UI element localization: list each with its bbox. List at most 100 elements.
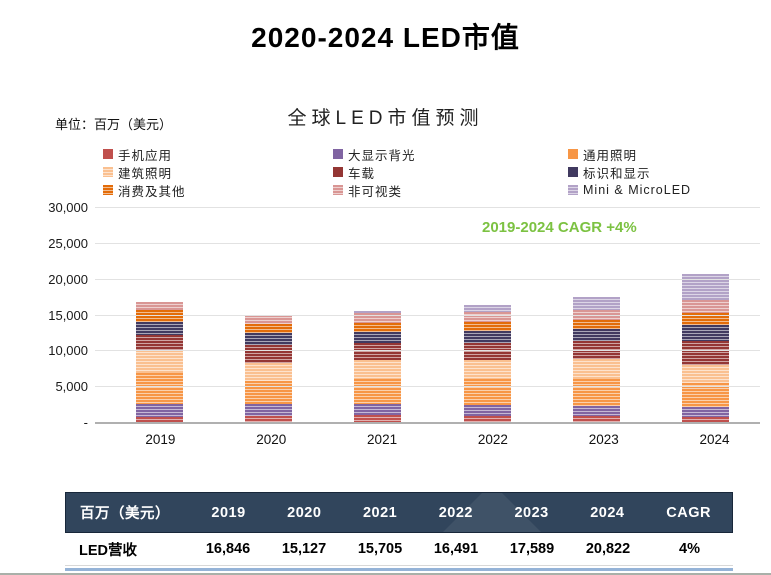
y-axis-tick-label: 15,000 xyxy=(48,307,88,323)
legend-column-1: 手机应用 建筑照明 消费及其他 xyxy=(103,145,186,199)
bar-segment xyxy=(572,328,620,342)
bar-segment xyxy=(136,416,184,423)
legend-column-2: 大显示背光车载非可视类 xyxy=(333,145,416,199)
x-axis-label: 2020 xyxy=(256,432,287,447)
gridline xyxy=(95,207,760,208)
bar-segment xyxy=(463,312,511,323)
legend-label: 通用照明 xyxy=(583,148,638,163)
table-body: LED营收 16,846 15,127 15,705 16,491 17,589 20,82… xyxy=(65,533,733,566)
bar-segment xyxy=(463,415,511,423)
bar-segment xyxy=(681,417,729,423)
legend-item: 非可视类 xyxy=(333,181,416,199)
legend-swatch-icon xyxy=(568,185,578,195)
legend-item: 标识和显示 xyxy=(568,163,691,181)
table-cell: LED营收 xyxy=(79,542,137,559)
stacked-bar-2023 xyxy=(572,297,620,423)
bar-segment xyxy=(245,380,293,405)
table-header-cell: 百万（美元） xyxy=(80,506,170,522)
legend-column-3: 通用照明标识和显示 Mini & MicroLED xyxy=(568,145,691,199)
legend-label: 车载 xyxy=(348,166,376,181)
bar-segment xyxy=(354,332,402,344)
bar-segment xyxy=(572,416,620,423)
y-axis-tick-label: - xyxy=(83,415,88,430)
bar-slot xyxy=(651,208,760,423)
bar-segment xyxy=(463,304,511,313)
legend-item: Mini & MicroLED xyxy=(568,181,691,199)
gridline xyxy=(95,278,760,280)
bar-segment xyxy=(245,333,293,345)
bar-segment xyxy=(136,372,184,405)
bar-segment xyxy=(136,404,184,417)
bar-segment xyxy=(136,302,184,311)
bar-slot xyxy=(105,208,214,423)
y-axis-tick-label: 10,000 xyxy=(48,343,88,359)
bar-segment xyxy=(681,299,729,314)
legend-swatch-icon xyxy=(568,149,578,159)
stacked-bar-2022 xyxy=(463,304,511,423)
bar-segment xyxy=(136,310,184,322)
bar-segment xyxy=(136,349,184,373)
table-header-row: 百万（美元） 2019 2020 2021 2022 2023 2024 CAGR xyxy=(65,492,733,533)
bar-segment xyxy=(245,344,293,363)
bar-segment xyxy=(572,405,620,417)
summary-table: 百万（美元） 2019 2020 2021 2022 2023 2024 CAGR LED营收… xyxy=(65,492,733,571)
bar-segment xyxy=(354,343,402,360)
bar-segment xyxy=(136,334,184,350)
bar-segment xyxy=(354,379,402,405)
table-cell: 20,822 xyxy=(585,541,631,557)
legend-swatch-icon xyxy=(333,149,343,159)
y-axis-tick-label: 30,000 xyxy=(48,200,88,215)
bar-segment xyxy=(245,324,293,334)
bar-segment xyxy=(463,405,511,416)
table-underline xyxy=(65,568,733,571)
bar-segment xyxy=(572,341,620,359)
bar-slot xyxy=(214,208,323,423)
gridline xyxy=(95,314,760,316)
table-header-cell: 2020 xyxy=(287,504,322,521)
legend-label: 手机应用 xyxy=(118,148,173,163)
legend-swatch-icon xyxy=(103,167,113,177)
legend-label: 标识和显示 xyxy=(583,166,651,181)
gridline xyxy=(95,386,760,388)
table-cell: 15,705 xyxy=(357,541,403,557)
legend-label: 消费及其他 xyxy=(118,184,186,199)
page-title: 2020-2024 LED市值 xyxy=(251,22,520,53)
bar-segment xyxy=(463,330,511,343)
bar-segment xyxy=(463,322,511,331)
bar-segment xyxy=(572,379,620,406)
bar-segment xyxy=(354,415,402,423)
bar-segment xyxy=(354,404,402,416)
stacked-bar-2019 xyxy=(136,302,184,423)
bar-segment xyxy=(354,359,402,380)
legend-item: 大显示背光 xyxy=(333,145,416,163)
table-header-cell: 2023 xyxy=(514,504,549,521)
bar-segment xyxy=(463,342,511,361)
bar-segment xyxy=(681,407,729,418)
bar-segment xyxy=(354,310,402,314)
x-axis-label: 2019 xyxy=(145,432,176,447)
bar-segment xyxy=(572,358,620,380)
bar-slot xyxy=(433,208,542,423)
bar-segment xyxy=(463,360,511,380)
table-cell: 15,127 xyxy=(281,541,327,557)
table-row: LED营收 16,846 15,127 15,705 16,491 17,589 20,82… xyxy=(65,533,733,566)
legend-swatch-icon xyxy=(333,185,343,195)
bar-segment xyxy=(136,321,184,335)
gridline xyxy=(95,350,760,352)
y-axis-tick-label: 25,000 xyxy=(48,235,88,251)
table-header-cell: 2019 xyxy=(211,504,246,521)
legend-swatch-icon xyxy=(568,167,578,177)
page-bottom-edge xyxy=(0,573,771,575)
bar-segment xyxy=(681,273,729,300)
x-axis-label: 2023 xyxy=(588,432,619,447)
legend-swatch-icon xyxy=(103,185,113,195)
bar-segment xyxy=(354,313,402,324)
x-axis-labels: 2019 2020 2021 2022 2023 2024 xyxy=(105,432,770,447)
bar-segment xyxy=(681,313,729,326)
x-axis-label: 2022 xyxy=(477,432,508,447)
bar-segment xyxy=(681,383,729,408)
legend-label: 非可视类 xyxy=(348,184,403,199)
gridline xyxy=(95,242,760,244)
table-cell: 16,846 xyxy=(205,541,251,557)
bars-row xyxy=(105,208,760,423)
